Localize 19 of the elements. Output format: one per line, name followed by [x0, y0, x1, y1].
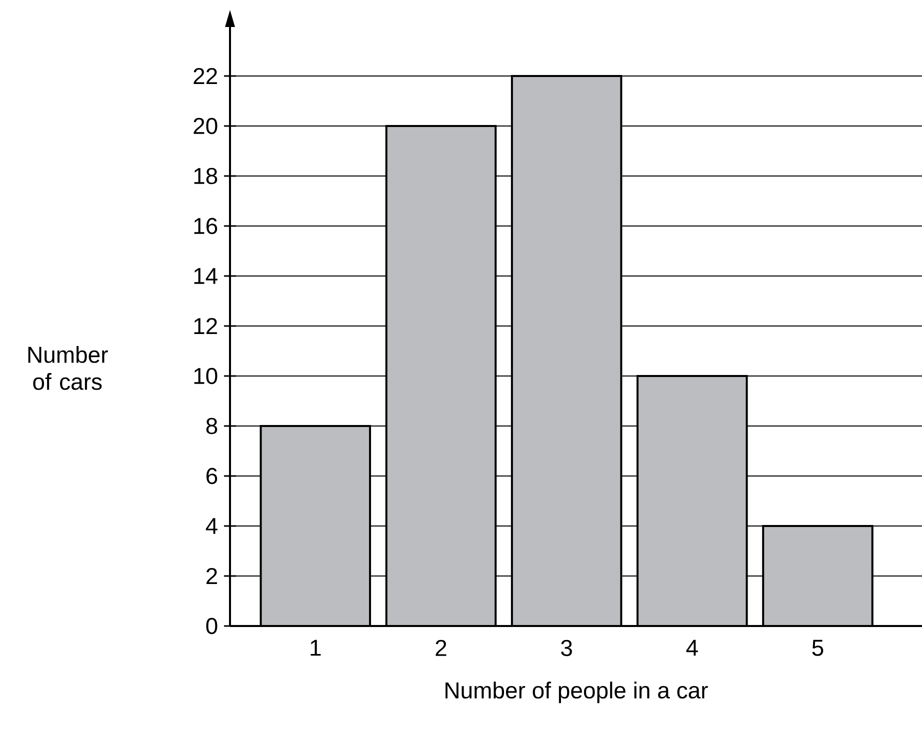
y-tick-label: 0	[206, 618, 218, 634]
x-tick-label: 4	[686, 640, 698, 656]
y-tick-label: 12	[194, 318, 217, 334]
y-tick-label: 4	[206, 518, 218, 534]
y-tick-label: 2	[206, 568, 217, 584]
x-tick-label: 3	[561, 640, 572, 656]
y-tick-label: 14	[194, 268, 218, 284]
y-tick-label: 20	[194, 118, 218, 134]
y-tick-label: 6	[206, 468, 218, 484]
y-tick-label: 8	[206, 418, 218, 434]
y-tick-label: 16	[194, 218, 218, 234]
x-tick-label: 1	[310, 640, 321, 656]
y-tick-label: 10	[194, 368, 218, 384]
x-tick-label: 2	[436, 640, 446, 656]
x-tick-label: 5	[812, 640, 824, 656]
y-axis-title: Number of cars	[28, 346, 108, 390]
y-tick-label: 18	[194, 168, 218, 184]
x-axis-title: Number of people in a car	[446, 682, 708, 704]
y-tick-label: 22	[194, 68, 217, 84]
